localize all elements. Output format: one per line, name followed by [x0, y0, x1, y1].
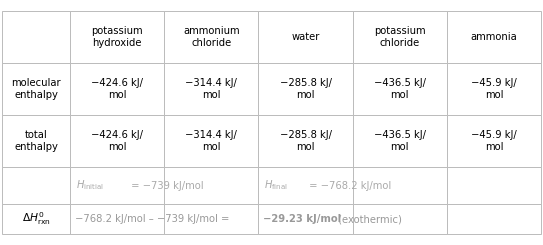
Text: −436.5 kJ/
mol: −436.5 kJ/ mol [374, 130, 426, 152]
Text: = −768.2 kJ/mol: = −768.2 kJ/mol [306, 181, 392, 191]
Text: −314.4 kJ/
mol: −314.4 kJ/ mol [185, 130, 237, 152]
Bar [164, 115, 258, 167]
Text: −436.5 kJ/
mol: −436.5 kJ/ mol [374, 78, 426, 100]
Bar [164, 204, 258, 234]
Text: −285.8 kJ/
mol: −285.8 kJ/ mol [280, 130, 331, 152]
Bar [258, 11, 352, 63]
Text: −45.9 kJ/
mol: −45.9 kJ/ mol [471, 78, 517, 100]
Bar [258, 167, 352, 204]
Bar [352, 115, 447, 167]
Text: ammonia: ammonia [471, 32, 517, 42]
Bar [2, 204, 70, 234]
Bar [352, 11, 447, 63]
Text: water: water [291, 32, 320, 42]
Bar [352, 167, 447, 204]
Bar [258, 63, 352, 115]
Text: −285.8 kJ/
mol: −285.8 kJ/ mol [280, 78, 331, 100]
Bar [447, 63, 541, 115]
Bar [70, 204, 164, 234]
Text: −424.6 kJ/
mol: −424.6 kJ/ mol [91, 130, 143, 152]
Bar [164, 167, 258, 204]
Bar [447, 167, 541, 204]
Bar [352, 63, 447, 115]
Text: $\Delta H^0_{\mathrm{rxn}}$: $\Delta H^0_{\mathrm{rxn}}$ [22, 211, 50, 227]
Text: = −739 kJ/mol: = −739 kJ/mol [128, 181, 204, 191]
Bar [258, 115, 352, 167]
Bar [2, 115, 70, 167]
Bar [70, 115, 164, 167]
Text: $H_{\mathrm{initial}}$: $H_{\mathrm{initial}}$ [76, 179, 104, 192]
Bar [447, 204, 541, 234]
Text: −424.6 kJ/
mol: −424.6 kJ/ mol [91, 78, 143, 100]
Text: −29.23 kJ/mol: −29.23 kJ/mol [263, 214, 341, 224]
Text: ammonium
chloride: ammonium chloride [183, 26, 239, 48]
Bar [70, 167, 164, 204]
Text: −45.9 kJ/
mol: −45.9 kJ/ mol [471, 130, 517, 152]
Text: $H_{\mathrm{final}}$: $H_{\mathrm{final}}$ [264, 179, 288, 192]
Text: potassium
chloride: potassium chloride [374, 26, 426, 48]
Bar [2, 11, 70, 63]
Bar [2, 63, 70, 115]
Text: −768.2 kJ/mol – −739 kJ/mol =: −768.2 kJ/mol – −739 kJ/mol = [75, 214, 232, 224]
Bar [258, 204, 352, 234]
Bar [352, 204, 447, 234]
Text: (exothermic): (exothermic) [335, 214, 402, 224]
Bar [447, 115, 541, 167]
Text: total
enthalpy: total enthalpy [14, 130, 58, 152]
Bar [70, 63, 164, 115]
Text: molecular
enthalpy: molecular enthalpy [11, 78, 61, 100]
Text: −314.4 kJ/
mol: −314.4 kJ/ mol [185, 78, 237, 100]
Bar [164, 63, 258, 115]
Text: potassium
hydroxide: potassium hydroxide [91, 26, 143, 48]
Bar [2, 167, 70, 204]
Bar [447, 11, 541, 63]
Bar [164, 11, 258, 63]
Bar [70, 11, 164, 63]
